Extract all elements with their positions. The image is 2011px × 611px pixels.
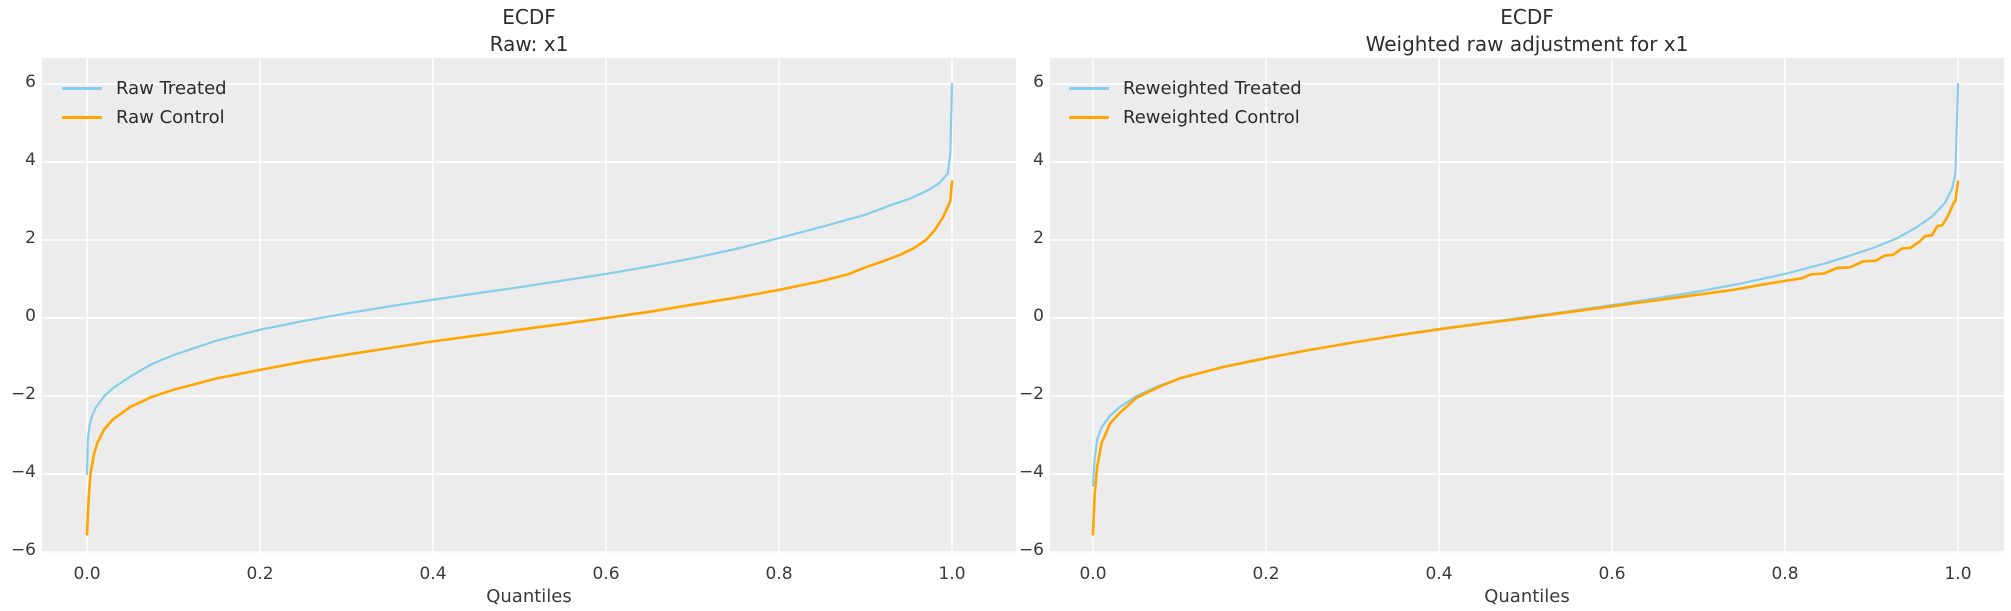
panel-weighted-xaxis-label: Quantiles	[1484, 586, 1570, 607]
panel-weighted-title-line2: Weighted raw adjustment for x1	[1365, 32, 1689, 56]
y-tick-label: 6	[1033, 72, 1044, 92]
x-tick-label: 0.0	[1079, 564, 1107, 584]
x-tick-label: 0.8	[765, 564, 793, 584]
panel-raw-title: ECDF Raw: x1	[490, 4, 569, 58]
plot-area	[42, 58, 1016, 553]
x-tick-label: 0.6	[1598, 564, 1626, 584]
y-tick-label: 0	[25, 306, 36, 326]
panel-weighted-title: ECDF Weighted raw adjustment for x1	[1366, 4, 1689, 58]
x-tick-label: 0.4	[419, 564, 447, 584]
y-tick-label: −6	[10, 540, 36, 560]
legend-item-reweighted-control: Reweighted Control	[1069, 107, 1302, 128]
y-tick-label: −6	[1018, 540, 1044, 560]
x-tick-label: 0.0	[73, 564, 101, 584]
x-tick-label: 0.2	[1252, 564, 1280, 584]
panel-weighted-title-line1: ECDF	[1500, 5, 1554, 29]
legend-line-raw-control-icon	[62, 116, 102, 119]
y-tick-label: 2	[25, 228, 36, 248]
x-tick-label: 0.4	[1425, 564, 1453, 584]
legend-label-raw-control: Raw Control	[116, 107, 225, 128]
plot-area	[1050, 58, 2004, 553]
panel-raw-title-line2: Raw: x1	[489, 32, 569, 56]
legend-item-raw-control: Raw Control	[62, 107, 227, 128]
series-line-raw-treated	[85, 82, 954, 476]
legend-item-reweighted-treated: Reweighted Treated	[1069, 78, 1302, 99]
x-tick-label: 0.6	[592, 564, 620, 584]
y-tick-label: −4	[10, 462, 36, 482]
legend-item-raw-treated: Raw Treated	[62, 78, 227, 99]
y-tick-label: 4	[25, 150, 36, 170]
x-tick-label: 0.8	[1771, 564, 1799, 584]
y-tick-label: 6	[25, 72, 36, 92]
legend-label-raw-treated: Raw Treated	[116, 78, 227, 99]
y-tick-label: 4	[1033, 150, 1044, 170]
legend-label-reweighted-control: Reweighted Control	[1123, 107, 1300, 128]
legend-line-reweighted-treated-icon	[1069, 87, 1109, 90]
panel-raw-xaxis-label: Quantiles	[486, 586, 572, 607]
legend-label-reweighted-treated: Reweighted Treated	[1123, 78, 1302, 99]
y-tick-label: −2	[1018, 384, 1044, 404]
panel-raw-title-line1: ECDF	[502, 5, 556, 29]
legend-line-reweighted-control-icon	[1069, 116, 1109, 119]
x-tick-label: 1.0	[1944, 564, 1972, 584]
y-tick-label: −4	[1018, 462, 1044, 482]
x-tick-label: 0.2	[246, 564, 274, 584]
legend-line-raw-treated-icon	[62, 87, 102, 90]
series-line-reweighted-control	[1091, 180, 1960, 536]
y-tick-label: −2	[10, 384, 36, 404]
panel-weighted-legend: Reweighted Treated Reweighted Control	[1069, 78, 1302, 128]
y-tick-label: 0	[1033, 306, 1044, 326]
series-line-raw-control	[85, 180, 954, 536]
panel-raw-legend: Raw Treated Raw Control	[62, 78, 227, 128]
x-tick-label: 1.0	[938, 564, 966, 584]
y-tick-label: 2	[1033, 228, 1044, 248]
